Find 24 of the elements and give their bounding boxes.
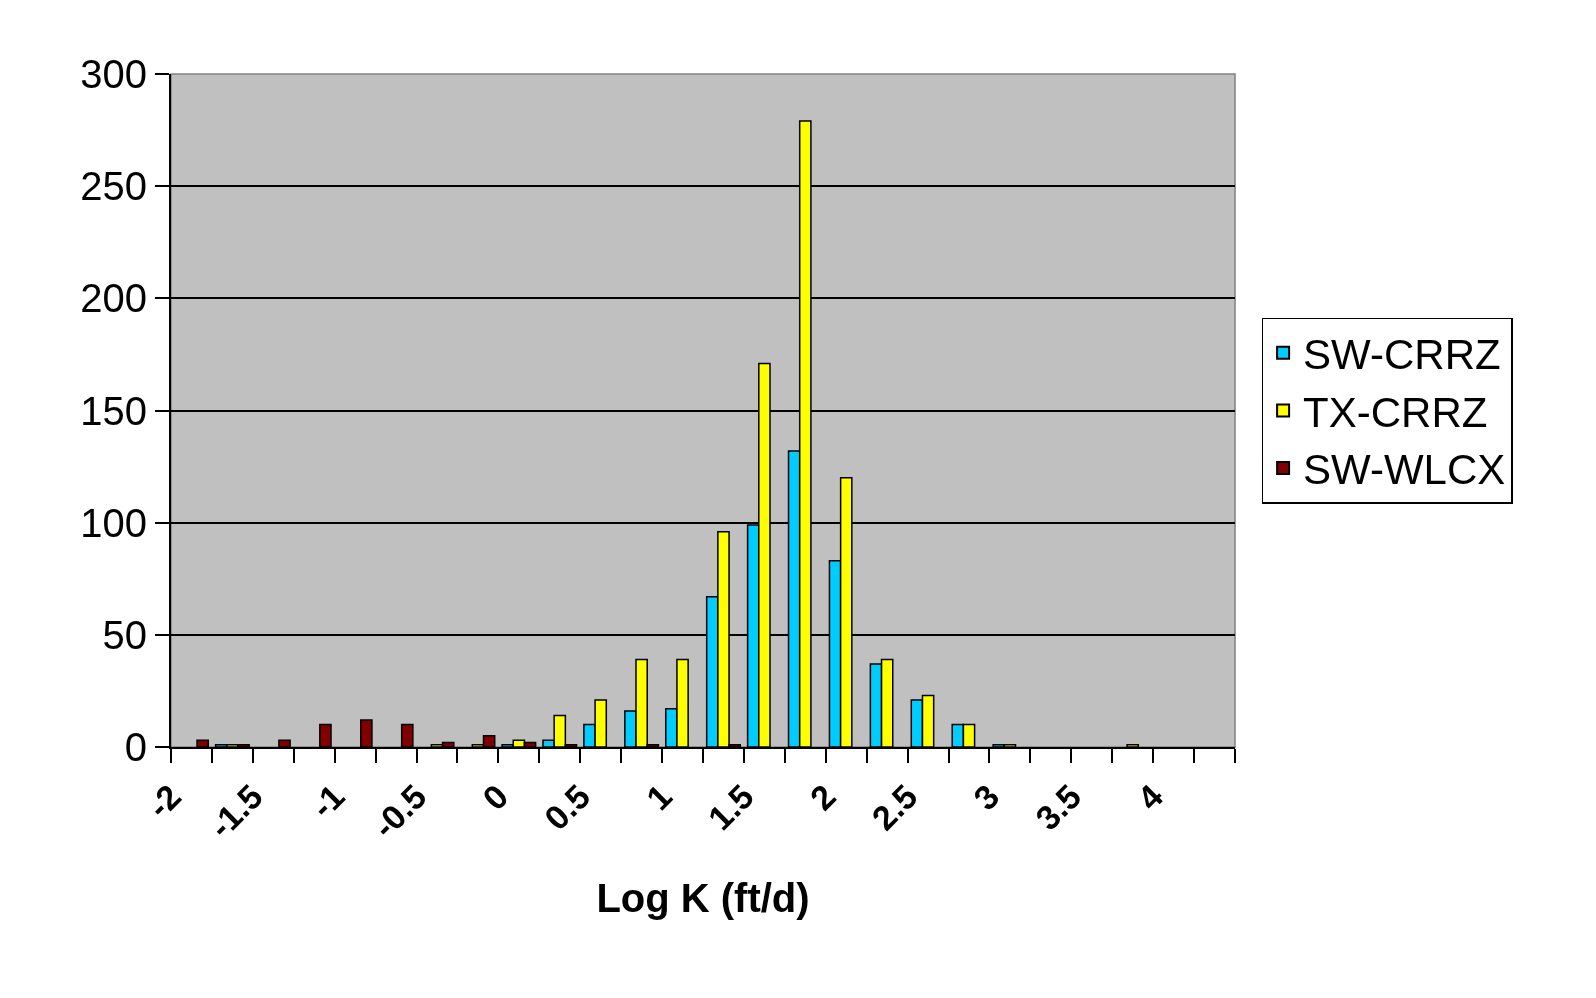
y-tick-label: 100 (80, 500, 147, 545)
x-tick-label: 1 (638, 776, 680, 818)
legend-label: SW-WLCX (1303, 446, 1506, 494)
y-tick-label: 200 (80, 276, 147, 321)
x-axis-title: Log K (ft/d) (596, 876, 810, 921)
x-tick-label: -0.5 (365, 776, 434, 846)
x-tick-label: -1 (303, 776, 352, 826)
x-tick-label: 0.5 (536, 776, 598, 838)
x-tick-label: 1.5 (700, 776, 761, 838)
x-tick-label: 2.5 (864, 776, 925, 838)
y-tick-label: 0 (124, 725, 147, 769)
y-tick-label: 150 (80, 388, 147, 433)
x-tick-label: -1.5 (201, 776, 270, 846)
x-tick-label: 3.5 (1027, 776, 1089, 838)
x-tick-label: 0 (475, 776, 516, 818)
y-tick-label: 50 (102, 612, 147, 657)
x-tick-label: 2 (802, 776, 843, 818)
x-tick-label: 3 (966, 776, 1007, 818)
x-tick-label: 4 (1129, 776, 1171, 818)
legend-label: TX-CRRZ (1303, 388, 1488, 436)
y-tick-label: 250 (80, 164, 147, 209)
legend-label: SW-CRRZ (1303, 331, 1501, 379)
y-tick-label: 300 (80, 52, 147, 96)
x-tick-label: -2 (139, 776, 188, 826)
